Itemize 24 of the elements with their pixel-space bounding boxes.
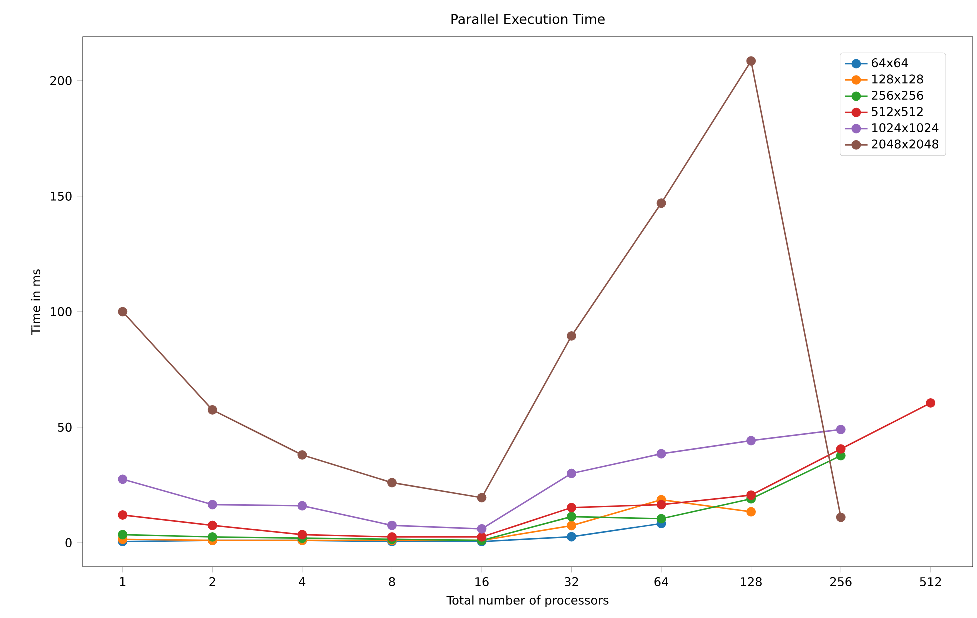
legend-label: 128x128	[872, 74, 924, 84]
legend-label: 2048x2048	[872, 140, 939, 149]
y-tick-label: 150	[51, 192, 72, 201]
x-tick-label: 64	[654, 577, 668, 586]
x-tick-label: 128	[741, 577, 762, 586]
x-tick-label: 32	[565, 577, 578, 586]
y-tick-label: 0	[66, 538, 72, 548]
legend-label: 64x64	[872, 58, 908, 68]
y-tick-label: 100	[51, 307, 72, 316]
x-tick-label: 16	[476, 577, 489, 586]
legend-label: 1024x1024	[872, 123, 939, 133]
x-tick-label: 256	[830, 577, 852, 586]
legend-label: 256x256	[872, 90, 924, 100]
legend-label: 512x512	[872, 107, 923, 116]
x-tick-label: 8	[389, 577, 396, 586]
x-tick-label: 2	[210, 577, 216, 586]
y-axis-title: Time in ms	[31, 270, 41, 335]
x-tick-label: 4	[299, 577, 306, 586]
y-tick-label: 200	[50, 76, 72, 86]
y-tick-label: 50	[58, 422, 72, 432]
chart-title: Parallel Execution Time	[452, 14, 605, 24]
x-tick-label: 512	[920, 577, 942, 586]
x-axis-title: Total number of processors	[446, 596, 609, 608]
x-tick-label: 1	[120, 577, 126, 586]
